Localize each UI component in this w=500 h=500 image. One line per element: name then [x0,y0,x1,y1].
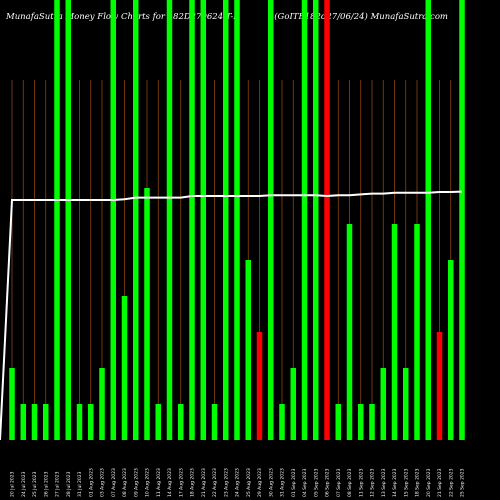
flow-bar [290,368,296,440]
x-tick-label: 22 Aug 2023 [212,468,218,497]
x-tick-label: 13 Sep 2023 [381,468,387,497]
x-tick-label: 11 Sep 2023 [358,468,364,497]
x-tick-label: 20 Sep 2023 [426,468,432,497]
flow-bar [155,404,161,440]
flow-bar [31,404,38,440]
x-tick-label: 24 Jul 2023 [21,471,27,497]
x-tick-label: 22 Sep 2023 [448,468,454,497]
x-tick-label: 23 Aug 2023 [223,468,229,497]
x-tick-label: 07 Aug 2023 [111,468,117,497]
x-tick-label: 15 Sep 2023 [403,468,409,497]
flow-bar [313,0,319,440]
flow-bar [256,332,263,440]
flow-bar [448,260,454,440]
x-tick-label: 04 Sep 2023 [302,468,308,497]
flow-bar [414,224,420,440]
flow-bar [391,224,398,440]
flow-bar [189,0,195,440]
x-tick-label: 18 Aug 2023 [190,468,196,497]
flow-bar [234,0,240,440]
flow-bar [9,368,15,440]
flow-bar [76,404,83,440]
flow-bar [110,0,116,440]
x-tick-label: 12 Sep 2023 [370,468,376,497]
x-tick-label: 06 Sep 2023 [325,468,331,497]
flow-bar [20,404,26,440]
x-tick-label: 25 Aug 2023 [246,468,252,497]
x-tick-label: 26 Jul 2023 [43,471,49,497]
x-tick-label: 14 Sep 2023 [392,468,398,497]
x-tick-label: 09 Aug 2023 [133,468,139,497]
flow-bar [403,368,409,440]
flow-bar [301,0,308,440]
flow-bar [88,404,94,440]
flow-bar [245,260,251,440]
flow-bar [166,0,173,440]
x-tick-label: 01 Aug 2023 [88,468,94,497]
flow-bar [121,296,128,440]
price-line [0,190,463,441]
flow-bar [54,0,60,440]
flow-bar [380,368,386,440]
flow-bar [211,404,218,440]
x-tick-label: 14 Aug 2023 [167,468,173,497]
flow-bar [324,0,330,440]
flow-bar [358,404,364,440]
flow-bar [346,224,353,440]
x-tick-label: 08 Sep 2023 [347,468,353,497]
x-tick-label: 28 Jul 2023 [66,471,72,497]
x-tick-label: 10 Aug 2023 [145,468,151,497]
x-tick-label: 03 Aug 2023 [100,468,106,497]
x-tick-label: 07 Sep 2023 [336,468,342,497]
x-tick-label: 05 Sep 2023 [313,468,319,497]
x-tick-label: 21 Sep 2023 [437,468,443,497]
x-tick-label: 11 Aug 2023 [156,468,162,497]
x-tick-label: 24 Aug 2023 [235,468,241,497]
flow-bar [223,0,229,440]
flow-bar [369,404,375,440]
flow-bar [178,404,184,440]
x-tick-label: 17 Aug 2023 [178,468,184,497]
flow-bar [425,0,431,440]
x-tick-label: 29 Aug 2023 [257,468,263,497]
flow-bar [144,188,150,440]
flow-bar [99,368,105,440]
x-tick-label: 18 Sep 2023 [415,468,421,497]
flow-bar [133,0,139,440]
x-tick-label: 31 Aug 2023 [280,468,286,497]
flow-bar [268,0,274,440]
x-tick-label: 30 Aug 2023 [268,468,274,497]
x-tick-label: 21 Aug 2023 [201,468,207,497]
flow-bar [43,404,49,440]
x-tick-label: 01 Sep 2023 [291,468,297,497]
flow-bar [459,0,465,440]
chart-title-left: MunafaSutra Money Flow Charts for 182D27… [6,12,240,22]
flow-bar [279,404,285,440]
x-tick-label: 31 Jul 2023 [77,471,83,497]
flow-bar [335,404,341,440]
flow-bar [200,0,206,440]
flow-bar [436,332,443,440]
x-tick-label: 20 Jul 2023 [10,471,16,497]
x-tick-label: 27 Jul 2023 [55,471,61,497]
x-tick-label: 25 Sep 2023 [460,468,466,497]
x-tick-label: 08 Aug 2023 [122,468,128,497]
chart-title-right: (GoITB182d27/06/24) MunafaSutra.com [274,12,448,22]
x-tick-label: 25 Jul 2023 [32,471,38,497]
flow-bar [65,0,71,440]
